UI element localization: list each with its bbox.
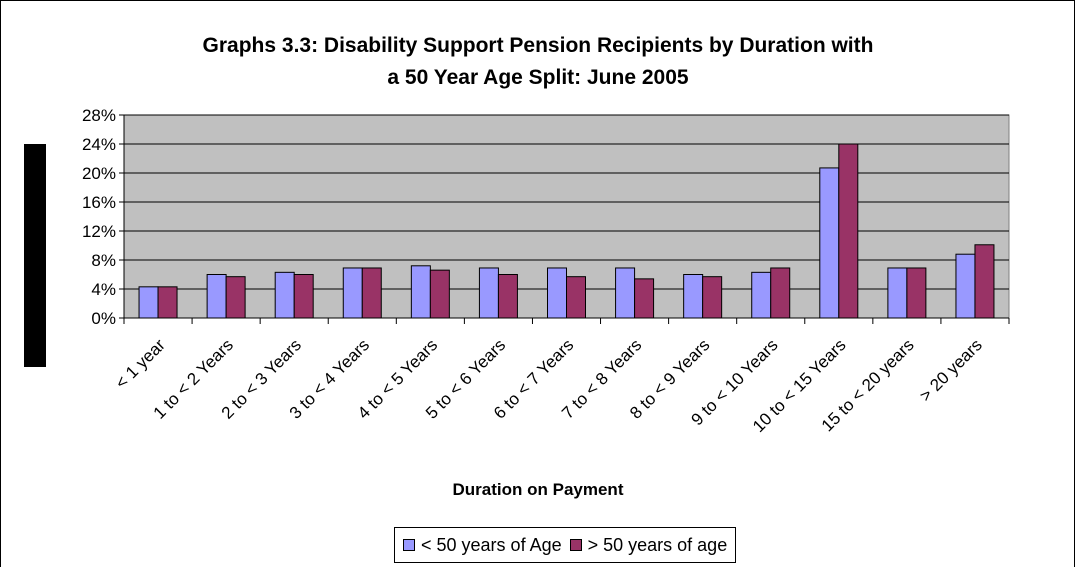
bar-under-50 — [410, 265, 431, 319]
bar-over-50 — [634, 278, 655, 319]
bar-over-50 — [906, 267, 927, 319]
y-tick-label: 24% — [82, 135, 116, 154]
bar-under-50 — [615, 267, 636, 319]
bar-under-50 — [547, 267, 567, 319]
bar-over-50 — [293, 274, 314, 319]
legend-label-under-50: < 50 years of Age — [421, 534, 562, 555]
legend-swatch-over-50 — [569, 539, 582, 551]
legend-item-under-50: < 50 years of Age — [403, 535, 562, 556]
y-tick-label: 12% — [82, 222, 116, 241]
bar-over-50 — [225, 276, 246, 319]
bar-over-50 — [361, 267, 382, 319]
bar-under-50 — [138, 286, 159, 319]
x-tick-label: > 20 years — [916, 335, 986, 405]
bar-under-50 — [478, 267, 499, 319]
bar-over-50 — [974, 244, 995, 319]
legend-item-over-50: > 50 years of age — [569, 534, 728, 556]
x-axis-title: Duration on Payment — [452, 480, 624, 499]
y-tick-label: 28% — [82, 106, 116, 125]
bar-over-50 — [770, 267, 791, 319]
bar-over-50 — [566, 276, 586, 319]
chart-title-line-2: a 50 Year Age Split: June 2005 — [387, 66, 689, 89]
bar-over-50 — [838, 143, 859, 319]
bar-under-50 — [819, 167, 840, 319]
bar-over-50 — [429, 269, 450, 319]
bar-under-50 — [206, 274, 227, 319]
y-tick-label: 0% — [91, 309, 116, 328]
bar-under-50 — [683, 274, 704, 319]
legend-swatch-under-50 — [403, 539, 415, 551]
bar-under-50 — [342, 267, 363, 319]
bar-under-50 — [751, 271, 772, 319]
y-tick-label: 20% — [82, 164, 116, 183]
y-tick-label: 16% — [82, 193, 116, 212]
bar-over-50 — [157, 286, 178, 319]
side-marker-bar — [24, 144, 46, 367]
bar-over-50 — [497, 274, 518, 319]
bar-over-50 — [702, 276, 723, 319]
y-tick-label: 8% — [91, 251, 116, 270]
chart-title-line-1: Graphs 3.3: Disability Support Pension R… — [202, 34, 874, 57]
bar-under-50 — [955, 253, 976, 319]
legend-label-over-50: > 50 years of age — [587, 534, 728, 555]
y-tick-label: 4% — [91, 280, 116, 299]
bar-under-50 — [274, 271, 295, 319]
x-tick-label: < 1 year — [112, 335, 169, 392]
bar-under-50 — [887, 267, 908, 319]
chart-title: Graphs 3.3: Disability Support Pension R… — [0, 30, 1076, 94]
chart-legend: < 50 years of Age > 50 years of age — [394, 527, 737, 563]
